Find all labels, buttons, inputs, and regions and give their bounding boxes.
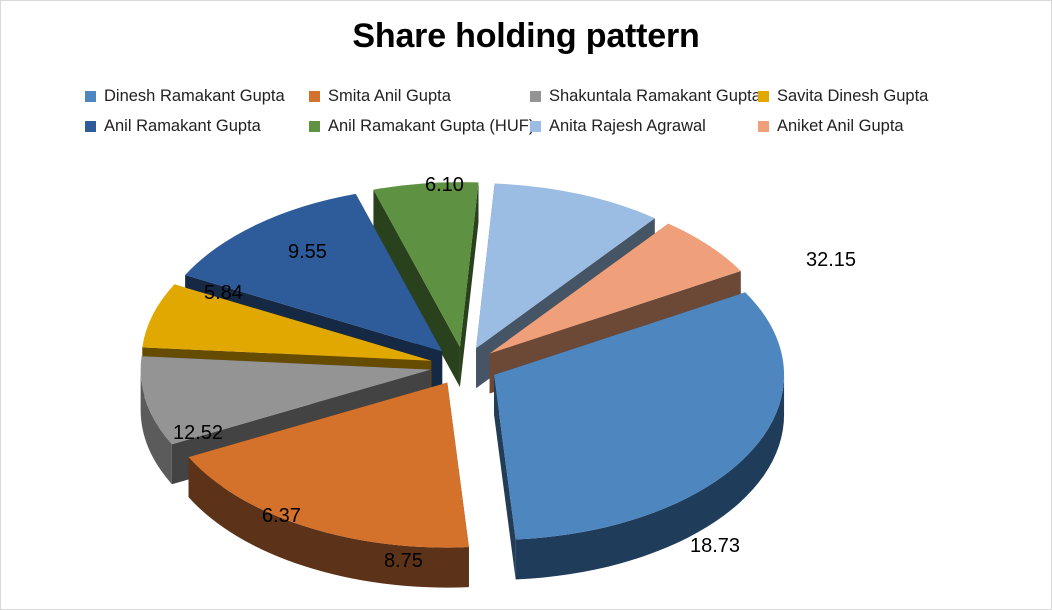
- legend-item[interactable]: Shakuntala Ramakant Gupta: [530, 88, 761, 105]
- pie-slice-1[interactable]: [494, 292, 785, 540]
- pie-3d-graphic: [140, 182, 785, 588]
- pie-data-label: 5.84: [204, 282, 243, 304]
- legend-swatch-icon: [85, 90, 96, 102]
- legend-swatch-icon: [85, 120, 96, 132]
- legend-swatch-icon: [530, 90, 541, 102]
- legend-row-2: Anil Ramakant Gupta Anil Ramakant Gupta (…: [61, 111, 991, 141]
- legend-swatch-icon: [309, 90, 320, 102]
- legend-swatch-icon: [758, 90, 769, 102]
- pie-slice-3[interactable]: [140, 356, 431, 445]
- pie-slice-7[interactable]: [476, 183, 655, 349]
- legend-item-label: Anil Ramakant Gupta (HUF): [328, 116, 535, 135]
- pie-slice-4[interactable]: [142, 284, 432, 361]
- pie-data-label: 32.15: [806, 249, 857, 271]
- legend-item-label: Anil Ramakant Gupta: [104, 116, 261, 135]
- pie-data-label: 18.73: [690, 535, 741, 557]
- legend-item[interactable]: Dinesh Ramakant Gupta: [85, 88, 285, 105]
- legend-swatch-icon: [309, 120, 320, 132]
- legend-item[interactable]: Savita Dinesh Gupta: [758, 88, 928, 105]
- legend-item[interactable]: Aniket Anil Gupta: [758, 118, 904, 135]
- pie-data-label: 6.37: [262, 505, 301, 527]
- pie-data-label: 9.55: [288, 241, 327, 263]
- pie-data-label: 6.10: [425, 174, 464, 196]
- legend-item-label: Shakuntala Ramakant Gupta: [549, 86, 761, 105]
- legend-item[interactable]: Smita Anil Gupta: [309, 88, 451, 105]
- legend-item[interactable]: Anil Ramakant Gupta (HUF): [309, 118, 534, 135]
- legend-item-label: Dinesh Ramakant Gupta: [104, 86, 285, 105]
- legend-swatch-icon: [758, 120, 769, 132]
- legend-item[interactable]: Anil Ramakant Gupta: [85, 118, 261, 135]
- legend-item[interactable]: Anita Rajesh Agrawal: [530, 118, 706, 135]
- pie-slice-2[interactable]: [188, 382, 469, 548]
- chart-title: Share holding pattern: [352, 17, 700, 55]
- pie-data-label: 12.52: [173, 422, 224, 444]
- pie-data-label: 8.75: [384, 550, 423, 572]
- pie-slice-6[interactable]: [373, 182, 479, 348]
- legend-item-label: Aniket Anil Gupta: [777, 116, 904, 135]
- legend-swatch-icon: [530, 120, 541, 132]
- pie-chart-plot: 32.15 18.73 8.75 6.37 12.52 5.84 9.55 6.10: [1, 151, 1051, 601]
- pie-slice-5[interactable]: [185, 193, 443, 352]
- legend-row-1: Dinesh Ramakant Gupta Smita Anil Gupta Sha…: [61, 81, 991, 111]
- pie-slice-side-wall: [373, 182, 479, 388]
- legend-item-label: Savita Dinesh Gupta: [777, 86, 929, 105]
- pie-slice-8[interactable]: [489, 223, 741, 354]
- legend-item-label: Anita Rajesh Agrawal: [549, 116, 706, 135]
- chart-legend: Dinesh Ramakant Gupta Smita Anil Gupta Sha…: [1, 81, 1051, 141]
- legend-item-label: Smita Anil Gupta: [328, 86, 451, 105]
